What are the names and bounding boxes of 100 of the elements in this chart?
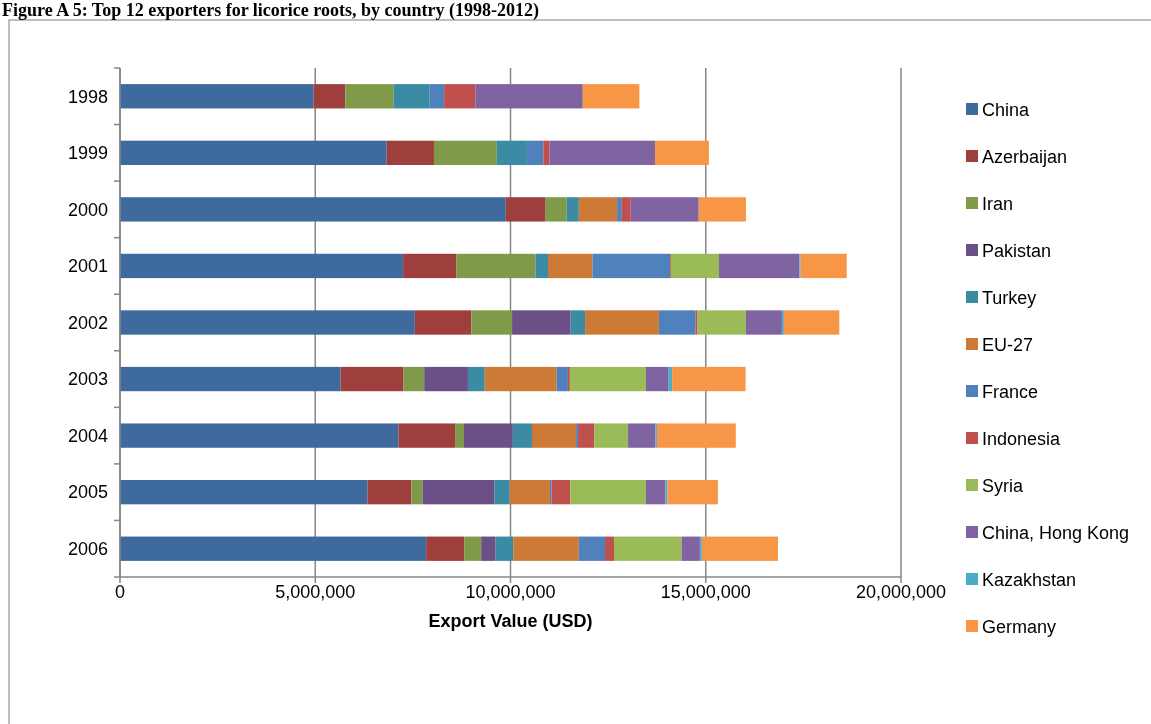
bar <box>386 140 434 165</box>
bar <box>656 423 736 448</box>
bar <box>467 366 485 392</box>
bar <box>719 253 800 279</box>
y-tick-label: 2003 <box>67 369 108 390</box>
bar <box>433 140 497 165</box>
bar <box>566 197 579 222</box>
x-axis-title: Export Value (USD) <box>428 611 593 631</box>
bar <box>495 536 514 561</box>
bar <box>658 310 696 335</box>
bar <box>424 366 468 392</box>
bar <box>570 480 646 505</box>
bar <box>551 480 571 505</box>
legend-label: Turkey <box>982 288 1037 309</box>
bar <box>464 536 482 561</box>
bar <box>667 480 718 505</box>
bar <box>345 84 394 109</box>
x-tick-label: 5,000,000 <box>275 582 356 602</box>
bar <box>411 480 423 505</box>
legend-label: Kazakhstan <box>982 570 1077 591</box>
bar <box>545 197 567 222</box>
legend-label: EU-27 <box>982 335 1034 356</box>
bar <box>471 310 513 335</box>
bar <box>621 197 631 222</box>
bar <box>556 366 568 392</box>
bar <box>403 253 457 279</box>
bar <box>646 480 666 505</box>
x-tick-label: 10,000,000 <box>465 582 556 602</box>
bar <box>120 310 415 335</box>
bar <box>444 84 476 109</box>
bar <box>455 423 465 448</box>
bar <box>800 253 847 279</box>
legend-label: China <box>982 100 1031 121</box>
bar <box>654 140 709 165</box>
bar <box>535 253 548 279</box>
bar <box>697 310 746 335</box>
x-tick-label: 15,000,000 <box>660 582 751 602</box>
bar <box>613 536 682 561</box>
bar <box>414 310 472 335</box>
bar <box>681 536 700 561</box>
bar <box>570 310 586 335</box>
x-tick-label: 20,000,000 <box>855 582 947 602</box>
y-tick-label: 1998 <box>67 86 108 107</box>
bar <box>120 480 368 505</box>
bar <box>496 140 527 165</box>
legend-label: China, Hong Kong <box>982 523 1130 544</box>
y-tick-label: 2002 <box>67 312 108 333</box>
legend-label: Germany <box>982 617 1057 638</box>
bar <box>605 536 614 561</box>
bar <box>120 140 387 165</box>
bar <box>592 253 671 279</box>
bar <box>582 84 640 109</box>
bar <box>594 423 629 448</box>
y-tick-label: 2000 <box>67 199 108 220</box>
bar <box>393 84 430 109</box>
bar <box>512 310 571 335</box>
bar <box>672 366 746 392</box>
bar <box>526 140 544 165</box>
bar <box>617 197 622 222</box>
bar <box>367 480 412 505</box>
bar <box>340 366 404 392</box>
bar <box>120 536 427 561</box>
bar <box>426 536 465 561</box>
legend-label: Iran <box>982 194 1014 215</box>
bar <box>494 480 510 505</box>
bar <box>671 253 720 279</box>
bar <box>456 253 536 279</box>
legend-label: Azerbaijan <box>982 147 1068 168</box>
bar <box>745 310 782 335</box>
bar <box>783 310 840 335</box>
bar <box>646 366 669 392</box>
bar <box>505 197 546 222</box>
bar <box>509 480 550 505</box>
bar <box>549 140 655 165</box>
legend-label: Pakistan <box>982 241 1052 262</box>
bar <box>484 366 557 392</box>
bar <box>512 423 532 448</box>
bar <box>429 84 445 109</box>
y-tick-label: 2004 <box>67 425 108 446</box>
bar <box>120 423 399 448</box>
bar <box>701 536 778 561</box>
bar <box>585 310 659 335</box>
bar <box>547 253 593 279</box>
bar <box>464 423 513 448</box>
bar <box>120 84 314 109</box>
legend-label: Indonesia <box>982 429 1062 450</box>
bar <box>543 140 550 165</box>
bar <box>513 536 579 561</box>
bar <box>698 197 746 222</box>
y-tick-label: 2006 <box>67 539 108 560</box>
bar <box>628 423 656 448</box>
bar <box>481 536 496 561</box>
bar <box>475 84 583 109</box>
bar <box>531 423 577 448</box>
bar <box>120 253 404 279</box>
bar <box>313 84 346 109</box>
x-tick-label: 0 <box>114 582 126 602</box>
bar <box>120 197 506 222</box>
y-tick-label: 2001 <box>67 256 108 277</box>
bar <box>630 197 699 222</box>
